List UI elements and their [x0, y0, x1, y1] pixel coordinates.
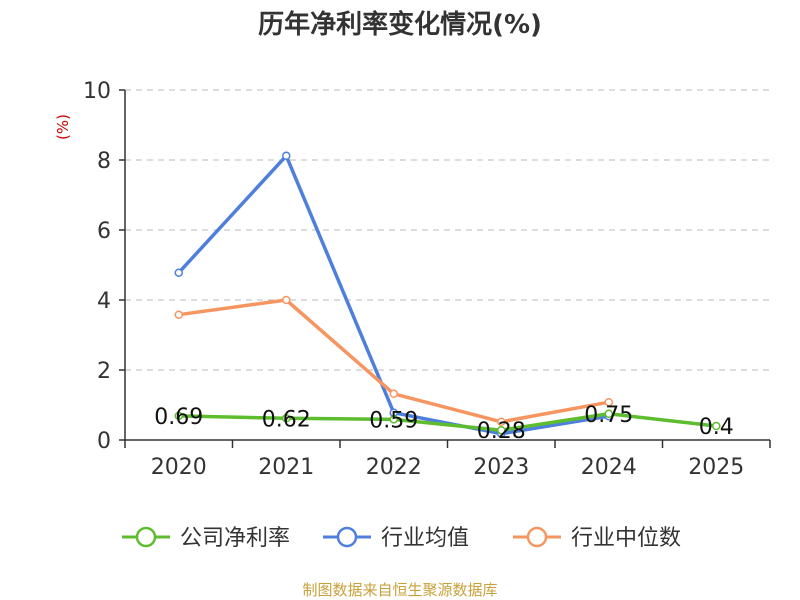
data-label: 0.28 — [477, 419, 526, 444]
y-tick-label: 0 — [97, 429, 111, 454]
data-label: 0.4 — [699, 415, 734, 440]
legend: 公司净利率 行业均值 行业中位数 — [122, 526, 681, 551]
data-point — [282, 414, 291, 423]
data-point — [497, 425, 506, 435]
x-tick-label: 2022 — [366, 455, 422, 480]
x-tick-label: 2020 — [151, 455, 207, 480]
data-point — [174, 310, 183, 319]
data-point — [282, 295, 291, 305]
y-axis-ticks: 0 2 4 6 8 10 — [83, 79, 125, 454]
x-axis-ticks: 2020 2021 2022 2023 2024 2025 — [124, 440, 771, 480]
legend-swatch-marker — [135, 526, 157, 548]
data-point — [389, 415, 398, 424]
data-point — [174, 411, 183, 421]
legend-label: 公司净利率 — [180, 526, 290, 551]
data-label: 0.62 — [262, 407, 311, 432]
data-point — [604, 397, 613, 407]
y-tick-label: 8 — [97, 149, 111, 174]
series-line — [177, 412, 718, 432]
data-point — [282, 151, 291, 161]
y-tick-label: 10 — [83, 79, 111, 104]
data-point — [604, 409, 613, 418]
source-note: 制图数据来自恒生聚源数据库 — [302, 581, 497, 599]
legend-swatch-marker — [336, 526, 358, 548]
x-tick-label: 2023 — [473, 455, 529, 480]
legend-label: 行业中位数 — [571, 526, 681, 551]
y-tick-label: 4 — [97, 289, 111, 314]
x-tick-label: 2025 — [688, 455, 744, 480]
data-point — [174, 268, 183, 277]
data-point — [712, 421, 721, 431]
x-tick-label: 2021 — [258, 455, 314, 480]
legend-label: 行业均值 — [381, 526, 469, 551]
data-labels: 0.69 0.62 0.59 0.28 0.75 0.4 — [154, 403, 733, 444]
data-label: 0.75 — [584, 403, 633, 428]
y-tick-label: 2 — [97, 359, 111, 384]
data-point — [389, 389, 398, 399]
chart-title: 历年净利率变化情况(%) — [258, 9, 542, 40]
series-line — [177, 298, 611, 424]
x-tick-label: 2024 — [581, 455, 637, 480]
series-lines — [174, 151, 721, 438]
y-tick-label: 6 — [97, 219, 111, 244]
y-axis-unit: (%) — [54, 114, 72, 140]
grid-lines — [125, 89, 770, 371]
data-label: 0.69 — [154, 405, 203, 430]
data-label: 0.59 — [369, 408, 418, 433]
legend-swatch-marker — [526, 526, 548, 548]
data-point — [497, 417, 506, 427]
